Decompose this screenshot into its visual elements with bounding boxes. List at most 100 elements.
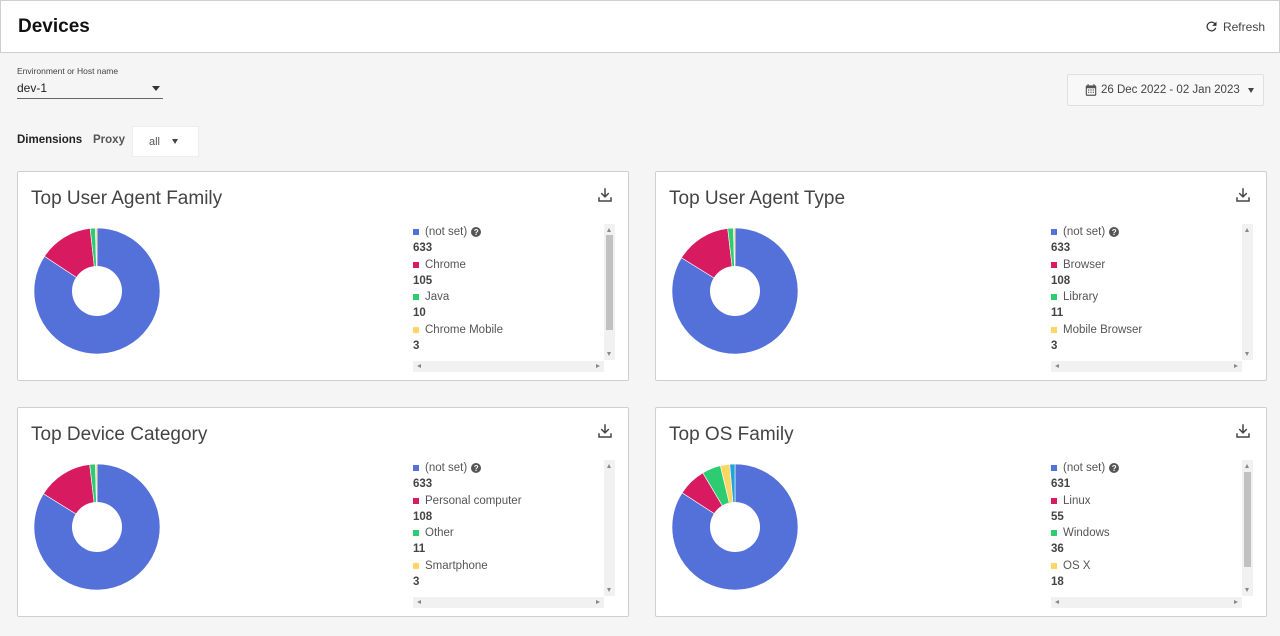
legend-swatch bbox=[1051, 326, 1057, 333]
legend-horizontal-scrollbar[interactable] bbox=[413, 361, 604, 372]
scroll-up-arrow-icon[interactable] bbox=[607, 464, 611, 468]
legend-row[interactable]: OS X bbox=[1051, 558, 1239, 574]
chart-card: Top User Agent Family (not set)? 633 Chrome… bbox=[17, 171, 629, 381]
legend-item[interactable]: Windows 36 bbox=[1051, 525, 1239, 558]
legend-item[interactable]: Mobile Browser 3 bbox=[1051, 322, 1239, 355]
legend-item[interactable]: OS X 18 bbox=[1051, 558, 1239, 591]
legend-item[interactable]: (not set)? 631 bbox=[1051, 460, 1239, 493]
legend-row[interactable]: Java bbox=[413, 289, 601, 305]
legend-item[interactable]: Personal computer 108 bbox=[413, 493, 601, 526]
legend-item[interactable]: Java 10 bbox=[413, 289, 601, 322]
legend-item[interactable]: Chrome 105 bbox=[413, 257, 601, 290]
legend-vertical-scrollbar[interactable] bbox=[1242, 224, 1253, 360]
legend-row[interactable]: Chrome bbox=[413, 257, 601, 273]
legend-value: 633 bbox=[1051, 242, 1071, 254]
legend-item[interactable]: Browser 108 bbox=[1051, 257, 1239, 290]
legend-swatch bbox=[413, 261, 419, 268]
legend-item[interactable]: Library 11 bbox=[1051, 289, 1239, 322]
chart-title: Top Device Category bbox=[31, 424, 208, 445]
legend-row[interactable]: Chrome Mobile bbox=[413, 322, 601, 338]
legend-horizontal-scrollbar[interactable] bbox=[1051, 597, 1242, 608]
legend-value: 10 bbox=[413, 307, 426, 319]
env-label: Environment or Host name bbox=[17, 66, 119, 76]
legend-item[interactable]: Other 11 bbox=[413, 525, 601, 558]
legend-item[interactable]: Chrome Mobile 3 bbox=[413, 322, 601, 355]
legend-row[interactable]: (not set)? bbox=[413, 460, 601, 476]
donut-chart bbox=[671, 227, 799, 355]
scroll-left-arrow-icon[interactable] bbox=[1055, 364, 1059, 368]
scroll-right-arrow-icon[interactable] bbox=[596, 364, 600, 368]
chart-card: Top User Agent Type (not set)? 633 Browser 1… bbox=[655, 171, 1267, 381]
legend-swatch bbox=[413, 530, 419, 536]
legend-item[interactable]: Linux 55 bbox=[1051, 493, 1239, 526]
scroll-right-arrow-icon[interactable] bbox=[596, 600, 600, 604]
scrollbar-thumb[interactable] bbox=[606, 235, 613, 330]
legend-row[interactable]: (not set)? bbox=[1051, 460, 1239, 476]
legend-row[interactable]: Mobile Browser bbox=[1051, 322, 1239, 338]
help-icon[interactable]: ? bbox=[471, 227, 482, 237]
donut-chart bbox=[671, 463, 799, 591]
chart-legend: (not set)? 633 Personal computer 108 Other 11… bbox=[413, 460, 601, 596]
scroll-left-arrow-icon[interactable] bbox=[417, 364, 421, 368]
scroll-up-arrow-icon[interactable] bbox=[1245, 464, 1249, 468]
scroll-down-arrow-icon[interactable] bbox=[1245, 588, 1249, 592]
chart-legend: (not set)? 633 Browser 108 Library 11 Mobile B… bbox=[1051, 224, 1239, 360]
legend-item[interactable]: Smartphone 3 bbox=[413, 558, 601, 591]
donut-chart bbox=[33, 463, 161, 591]
legend-row[interactable]: Library bbox=[1051, 289, 1239, 305]
legend-horizontal-scrollbar[interactable] bbox=[413, 597, 604, 608]
legend-swatch bbox=[1051, 229, 1057, 235]
legend-vertical-scrollbar[interactable] bbox=[604, 224, 615, 360]
proxy-select[interactable]: all bbox=[132, 126, 199, 157]
scroll-down-arrow-icon[interactable] bbox=[1245, 352, 1249, 356]
calendar-icon bbox=[1085, 84, 1097, 96]
proxy-label: Proxy bbox=[93, 134, 125, 146]
legend-swatch bbox=[1051, 261, 1057, 268]
legend-row[interactable]: Windows bbox=[1051, 525, 1239, 541]
refresh-button[interactable]: Refresh bbox=[1204, 19, 1265, 34]
legend-label: Smartphone bbox=[425, 559, 488, 572]
scroll-up-arrow-icon[interactable] bbox=[607, 228, 611, 232]
legend-item[interactable]: (not set)? 633 bbox=[413, 224, 601, 257]
legend-value: 108 bbox=[413, 510, 433, 523]
legend-label: Chrome bbox=[425, 258, 466, 271]
download-icon[interactable] bbox=[596, 422, 614, 440]
scrollbar-thumb[interactable] bbox=[1244, 472, 1251, 567]
env-select[interactable]: dev-1 bbox=[17, 80, 163, 99]
download-icon[interactable] bbox=[1234, 422, 1252, 440]
scroll-left-arrow-icon[interactable] bbox=[417, 600, 421, 604]
legend-row[interactable]: Smartphone bbox=[413, 558, 601, 574]
legend-vertical-scrollbar[interactable] bbox=[604, 460, 615, 596]
scroll-up-arrow-icon[interactable] bbox=[1245, 228, 1249, 232]
donut-hole bbox=[72, 502, 122, 552]
download-icon[interactable] bbox=[596, 186, 614, 204]
legend-item[interactable]: (not set)? 633 bbox=[1051, 224, 1239, 257]
legend-horizontal-scrollbar[interactable] bbox=[1051, 361, 1242, 372]
legend-value: 633 bbox=[413, 242, 433, 254]
download-icon[interactable] bbox=[1234, 186, 1252, 204]
scroll-down-arrow-icon[interactable] bbox=[607, 588, 611, 592]
date-range-picker[interactable]: 26 Dec 2022 - 02 Jan 2023 bbox=[1067, 74, 1264, 106]
scroll-left-arrow-icon[interactable] bbox=[1055, 600, 1059, 604]
legend-value: 3 bbox=[413, 339, 420, 352]
help-icon[interactable]: ? bbox=[1109, 227, 1120, 237]
legend-value: 11 bbox=[413, 543, 426, 555]
help-icon[interactable]: ? bbox=[471, 463, 482, 473]
legend-row[interactable]: (not set)? bbox=[413, 224, 601, 240]
scroll-down-arrow-icon[interactable] bbox=[607, 352, 611, 356]
help-icon[interactable]: ? bbox=[1109, 463, 1120, 473]
legend-row[interactable]: Browser bbox=[1051, 257, 1239, 273]
legend-row[interactable]: Personal computer bbox=[413, 493, 601, 509]
legend-row[interactable]: Other bbox=[413, 525, 601, 541]
page-header: Devices Refresh bbox=[0, 0, 1280, 53]
chart-card: Top OS Family (not set)? 631 Linux 55 Windows… bbox=[655, 407, 1267, 617]
scroll-right-arrow-icon[interactable] bbox=[1234, 600, 1238, 604]
legend-item[interactable]: (not set)? 633 bbox=[413, 460, 601, 493]
legend-row[interactable]: (not set)? bbox=[1051, 224, 1239, 240]
legend-row[interactable]: Linux bbox=[1051, 493, 1239, 509]
legend-label: (not set) bbox=[425, 462, 468, 474]
scroll-right-arrow-icon[interactable] bbox=[1234, 364, 1238, 368]
legend-vertical-scrollbar[interactable] bbox=[1242, 460, 1253, 596]
refresh-label: Refresh bbox=[1222, 19, 1265, 34]
legend-label: Windows bbox=[1063, 527, 1110, 539]
